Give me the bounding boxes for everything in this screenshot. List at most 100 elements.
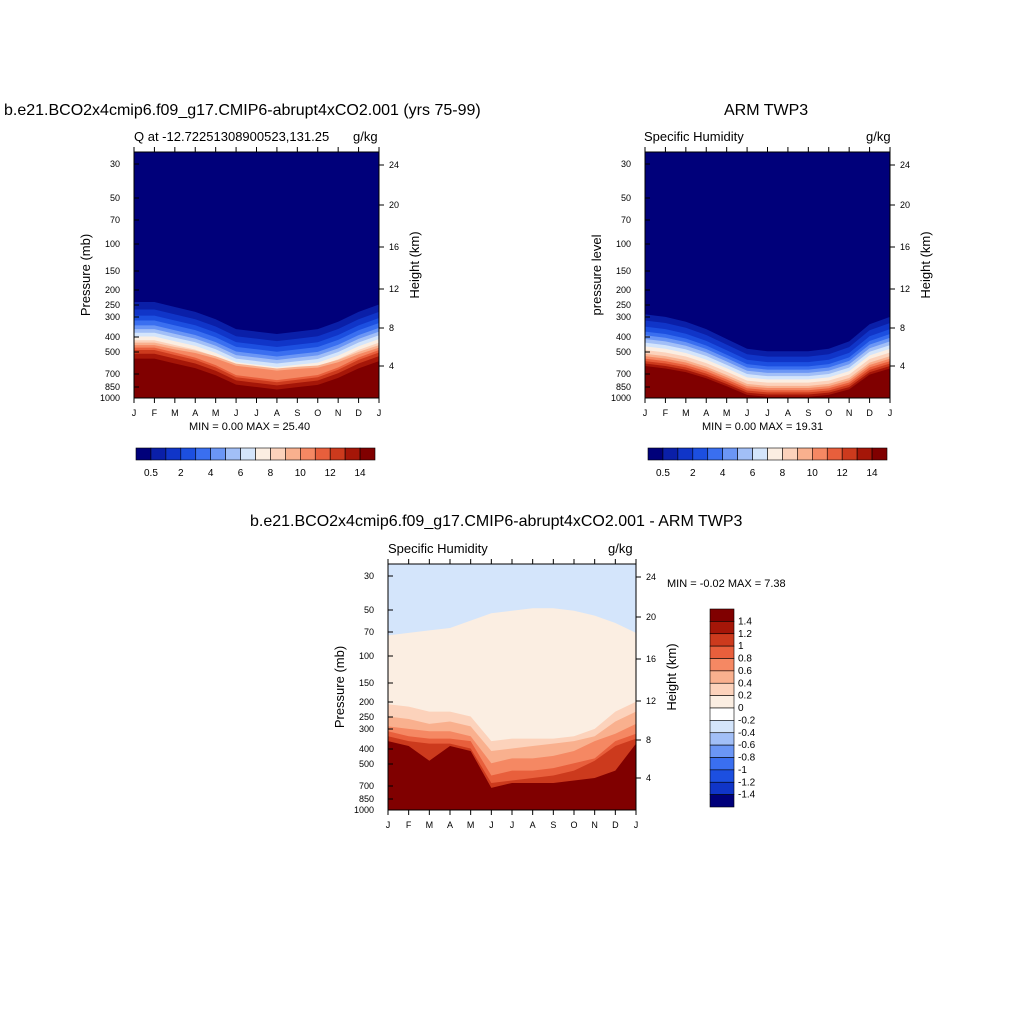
colorbar-swatch bbox=[150, 447, 167, 461]
panel3-title: b.e21.BCO2x4cmip6.f09_g17.CMIP6-abrupt4x… bbox=[250, 513, 743, 530]
colorbar-label: 0.8 bbox=[738, 654, 752, 665]
colorbar-swatch bbox=[677, 447, 694, 461]
panel2-contour-field bbox=[645, 152, 890, 398]
colorbar-label: 0.2 bbox=[738, 691, 752, 702]
x-tick-label: J bbox=[234, 408, 239, 418]
x-tick-label: S bbox=[294, 408, 300, 418]
panel2-contour-band bbox=[645, 366, 890, 398]
colorbar-label: 10 bbox=[807, 468, 819, 479]
colorbar-swatch bbox=[707, 447, 723, 461]
panel2-units-label: g/kg bbox=[866, 129, 891, 144]
y-tick-label: 300 bbox=[105, 312, 120, 322]
y-tick-label: 150 bbox=[105, 266, 120, 276]
colorbar-swatch bbox=[240, 447, 256, 461]
y-tick-label: 150 bbox=[359, 678, 374, 688]
y-right-axis-label: Height (km) bbox=[407, 231, 422, 298]
y-tick-label: 500 bbox=[616, 347, 631, 357]
colorbar-label: 12 bbox=[837, 468, 849, 479]
y-tick-label: 150 bbox=[616, 266, 631, 276]
colorbar-swatch bbox=[709, 707, 735, 721]
x-tick-label: J bbox=[745, 408, 750, 418]
colorbar-swatch bbox=[812, 447, 828, 461]
colorbar-label: 1.4 bbox=[738, 616, 752, 627]
height-tick-label: 12 bbox=[389, 284, 399, 294]
y-axis-label: pressure level bbox=[589, 234, 604, 315]
height-tick-label: 4 bbox=[900, 361, 905, 371]
colorbar-swatch bbox=[841, 447, 858, 461]
panel1-units-label: g/kg bbox=[353, 129, 378, 144]
colorbar-swatch bbox=[709, 720, 735, 734]
colorbar-label: -1 bbox=[738, 765, 747, 776]
y-tick-label: 850 bbox=[105, 382, 120, 392]
y-tick-label: 200 bbox=[105, 285, 120, 295]
panel2-title: ARM TWP3 bbox=[724, 102, 809, 119]
x-tick-label: M bbox=[171, 408, 179, 418]
x-tick-label: N bbox=[591, 820, 598, 830]
colorbar-label: 12 bbox=[325, 468, 337, 479]
y-tick-label: 70 bbox=[364, 627, 374, 637]
y-tick-label: 250 bbox=[105, 300, 120, 310]
height-tick-label: 12 bbox=[900, 284, 910, 294]
colorbar-swatch bbox=[709, 670, 735, 684]
y-tick-label: 1000 bbox=[100, 393, 120, 403]
x-tick-label: N bbox=[335, 408, 342, 418]
y-axis-label: Pressure (mb) bbox=[332, 646, 347, 728]
colorbar-swatch bbox=[709, 608, 735, 622]
y-tick-label: 100 bbox=[616, 239, 631, 249]
x-tick-label: O bbox=[570, 820, 577, 830]
height-tick-label: 4 bbox=[646, 773, 651, 783]
colorbar-label: 0.6 bbox=[738, 666, 752, 677]
colorbar-swatch bbox=[709, 682, 735, 696]
colorbar-swatch bbox=[709, 757, 735, 771]
y-tick-label: 400 bbox=[616, 332, 631, 342]
colorbar-swatch bbox=[647, 447, 664, 461]
y-tick-label: 500 bbox=[105, 347, 120, 357]
colorbar-swatch bbox=[826, 447, 843, 461]
height-tick-label: 24 bbox=[646, 572, 656, 582]
colorbar-swatch bbox=[300, 447, 316, 461]
y-tick-label: 200 bbox=[359, 697, 374, 707]
colorbar-swatch bbox=[752, 447, 768, 461]
y-tick-label: 50 bbox=[621, 193, 631, 203]
panel2-minmax: MIN = 0.00 MAX = 19.31 bbox=[702, 421, 824, 433]
colorbar-swatch bbox=[314, 447, 331, 461]
colorbar-swatch bbox=[722, 447, 738, 461]
colorbar-swatch bbox=[871, 447, 888, 461]
colorbar-swatch bbox=[709, 744, 735, 758]
y-tick-label: 850 bbox=[616, 382, 631, 392]
panel3-left-label: Specific Humidity bbox=[388, 541, 488, 556]
x-tick-label: J bbox=[377, 408, 382, 418]
colorbar-swatch bbox=[737, 447, 753, 461]
height-tick-label: 20 bbox=[389, 200, 399, 210]
x-tick-label: S bbox=[550, 820, 556, 830]
x-tick-label: J bbox=[254, 408, 259, 418]
panel2-left-label: Specific Humidity bbox=[644, 129, 744, 144]
y-tick-label: 30 bbox=[364, 571, 374, 581]
colorbar-swatch bbox=[359, 447, 376, 461]
colorbar-swatch bbox=[709, 769, 735, 783]
colorbar-label: -1.2 bbox=[738, 777, 756, 788]
x-tick-label: J bbox=[634, 820, 639, 830]
colorbar-swatch bbox=[709, 645, 735, 659]
height-tick-label: 20 bbox=[646, 612, 656, 622]
y-tick-label: 400 bbox=[105, 332, 120, 342]
y-tick-label: 30 bbox=[621, 159, 631, 169]
y-tick-label: 700 bbox=[105, 369, 120, 379]
panel3-units-label: g/kg bbox=[608, 541, 633, 556]
y-tick-label: 50 bbox=[110, 193, 120, 203]
x-tick-label: F bbox=[152, 408, 158, 418]
colorbar-swatch bbox=[709, 621, 735, 635]
colorbar-swatch bbox=[692, 447, 709, 461]
y-right-axis-label: Height (km) bbox=[664, 643, 679, 710]
y-tick-label: 1000 bbox=[354, 805, 374, 815]
x-tick-label: M bbox=[723, 408, 731, 418]
height-tick-label: 8 bbox=[646, 735, 651, 745]
colorbar-swatch bbox=[782, 447, 798, 461]
colorbar-label: 4 bbox=[720, 468, 726, 479]
x-tick-label: A bbox=[447, 820, 453, 830]
colorbar-swatch bbox=[709, 794, 735, 808]
y-tick-label: 400 bbox=[359, 744, 374, 754]
colorbar-swatch bbox=[285, 447, 301, 461]
colorbar-swatch bbox=[709, 633, 735, 647]
y-tick-label: 200 bbox=[616, 285, 631, 295]
